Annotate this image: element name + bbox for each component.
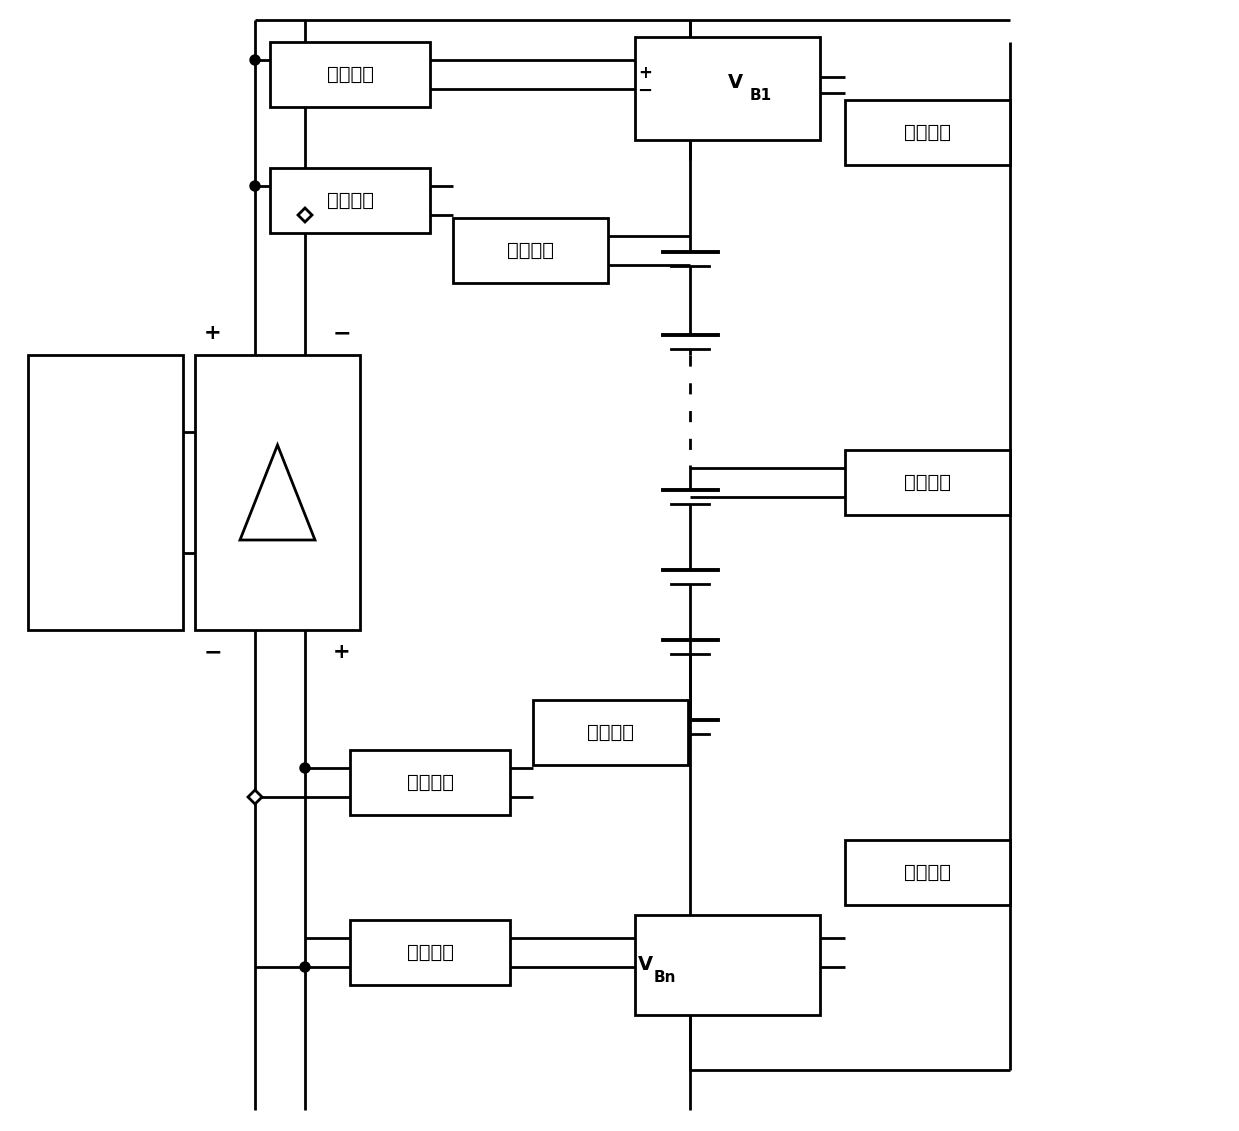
FancyBboxPatch shape — [636, 37, 820, 140]
Text: 斩波模块: 斩波模块 — [904, 473, 952, 492]
Text: Bn: Bn — [654, 969, 676, 984]
Text: +: + — [204, 323, 222, 343]
Polygon shape — [248, 789, 261, 804]
Text: 斩波模块: 斩波模块 — [587, 723, 634, 742]
Text: −: − — [333, 323, 352, 343]
Text: 逆变模块: 逆变模块 — [406, 772, 453, 792]
Text: 逆变模块: 逆变模块 — [327, 191, 373, 210]
Text: 斩波模块: 斩波模块 — [904, 863, 952, 882]
Polygon shape — [299, 208, 312, 222]
Circle shape — [300, 962, 310, 972]
Circle shape — [300, 763, 310, 772]
FancyBboxPatch shape — [349, 750, 510, 815]
FancyBboxPatch shape — [453, 218, 608, 283]
Text: +: + — [638, 64, 652, 83]
FancyBboxPatch shape — [349, 920, 510, 985]
Circle shape — [250, 181, 260, 191]
FancyBboxPatch shape — [845, 450, 1010, 515]
Circle shape — [250, 55, 260, 64]
Text: 斩波模块: 斩波模块 — [904, 123, 952, 143]
FancyBboxPatch shape — [845, 100, 1010, 165]
Text: V: V — [637, 956, 653, 975]
FancyBboxPatch shape — [270, 169, 430, 233]
Text: +: + — [333, 642, 351, 662]
Text: V: V — [729, 72, 743, 92]
Text: −: − — [637, 83, 653, 100]
Text: 斩波模块: 斩波模块 — [507, 241, 554, 260]
FancyBboxPatch shape — [270, 42, 430, 107]
FancyBboxPatch shape — [636, 915, 820, 1015]
FancyBboxPatch shape — [845, 840, 1010, 905]
Text: B1: B1 — [750, 87, 772, 103]
FancyBboxPatch shape — [28, 355, 183, 630]
FancyBboxPatch shape — [533, 700, 688, 765]
Text: 逆变模块: 逆变模块 — [406, 943, 453, 962]
Text: 逆变模块: 逆变模块 — [327, 64, 373, 84]
Text: −: − — [203, 642, 222, 662]
FancyBboxPatch shape — [195, 355, 361, 630]
